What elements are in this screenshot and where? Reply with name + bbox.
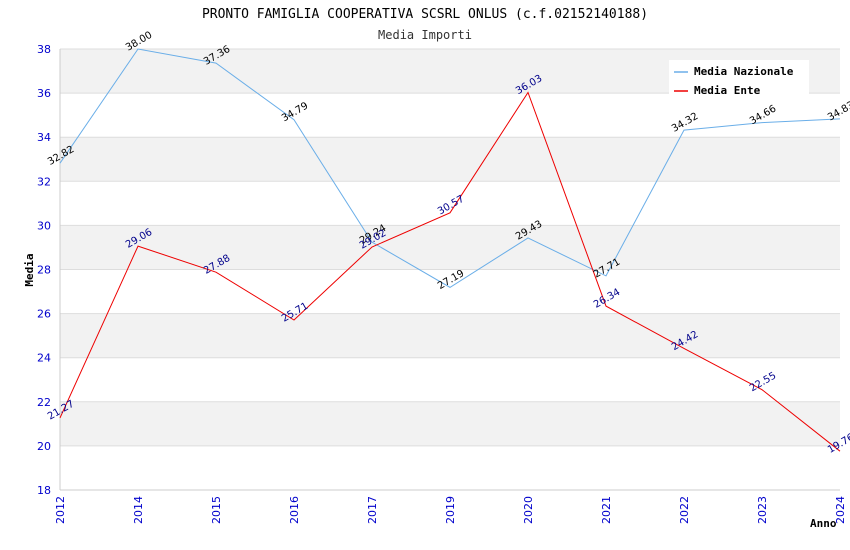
chart-subtitle: Media Importi [378, 28, 472, 42]
y-tick-label: 30 [37, 219, 51, 232]
y-tick-label: 20 [37, 440, 51, 453]
y-tick-label: 38 [37, 43, 51, 56]
x-axis-label: Anno [810, 517, 837, 530]
y-axis-label: Media [23, 253, 36, 286]
x-tick-label: 2022 [678, 496, 691, 524]
y-tick-label: 28 [37, 264, 51, 277]
y-tick-label: 32 [37, 175, 51, 188]
x-tick-label: 2020 [522, 496, 535, 524]
grid-band [60, 313, 840, 358]
legend-label-media-ente: Media Ente [694, 84, 761, 97]
grid-band [60, 269, 840, 314]
legend-label-media-nazionale: Media Nazionale [694, 65, 794, 78]
legend: Media Nazionale Media Ente [669, 60, 809, 98]
x-tick-label: 2012 [54, 496, 67, 524]
grid-band [60, 445, 840, 490]
grid-band [60, 181, 840, 226]
x-axis-ticks: 2012 2014 2015 2016 2017 2019 2020 2021 2022 2023… [54, 496, 847, 524]
y-tick-label: 36 [37, 87, 51, 100]
x-tick-label: 2024 [834, 496, 847, 524]
grid-lines [59, 48, 840, 491]
grid-band [60, 357, 840, 402]
series-lines [59, 48, 841, 452]
x-tick-label: 2019 [444, 496, 457, 524]
y-tick-label: 24 [37, 352, 51, 365]
x-tick-label: 2017 [366, 496, 379, 524]
x-tick-label: 2015 [210, 496, 223, 524]
grid-bands [60, 49, 840, 490]
y-axis-ticks: 18 20 22 24 26 28 30 32 34 36 38 [37, 43, 51, 497]
x-tick-label: 2016 [288, 496, 301, 524]
grid-band [60, 137, 840, 182]
legend-box [669, 60, 809, 98]
x-tick-label: 2023 [756, 496, 769, 524]
grid-band [60, 401, 840, 446]
y-tick-label: 26 [37, 308, 51, 321]
grid-band [60, 225, 840, 270]
chart-title: PRONTO FAMIGLIA COOPERATIVA SCSRL ONLUS … [202, 7, 648, 22]
y-tick-label: 18 [37, 484, 51, 497]
y-tick-label: 34 [37, 131, 51, 144]
y-tick-label: 22 [37, 396, 51, 409]
grid-band [60, 93, 840, 138]
x-tick-label: 2021 [600, 496, 613, 524]
x-tick-label: 2014 [132, 496, 145, 524]
